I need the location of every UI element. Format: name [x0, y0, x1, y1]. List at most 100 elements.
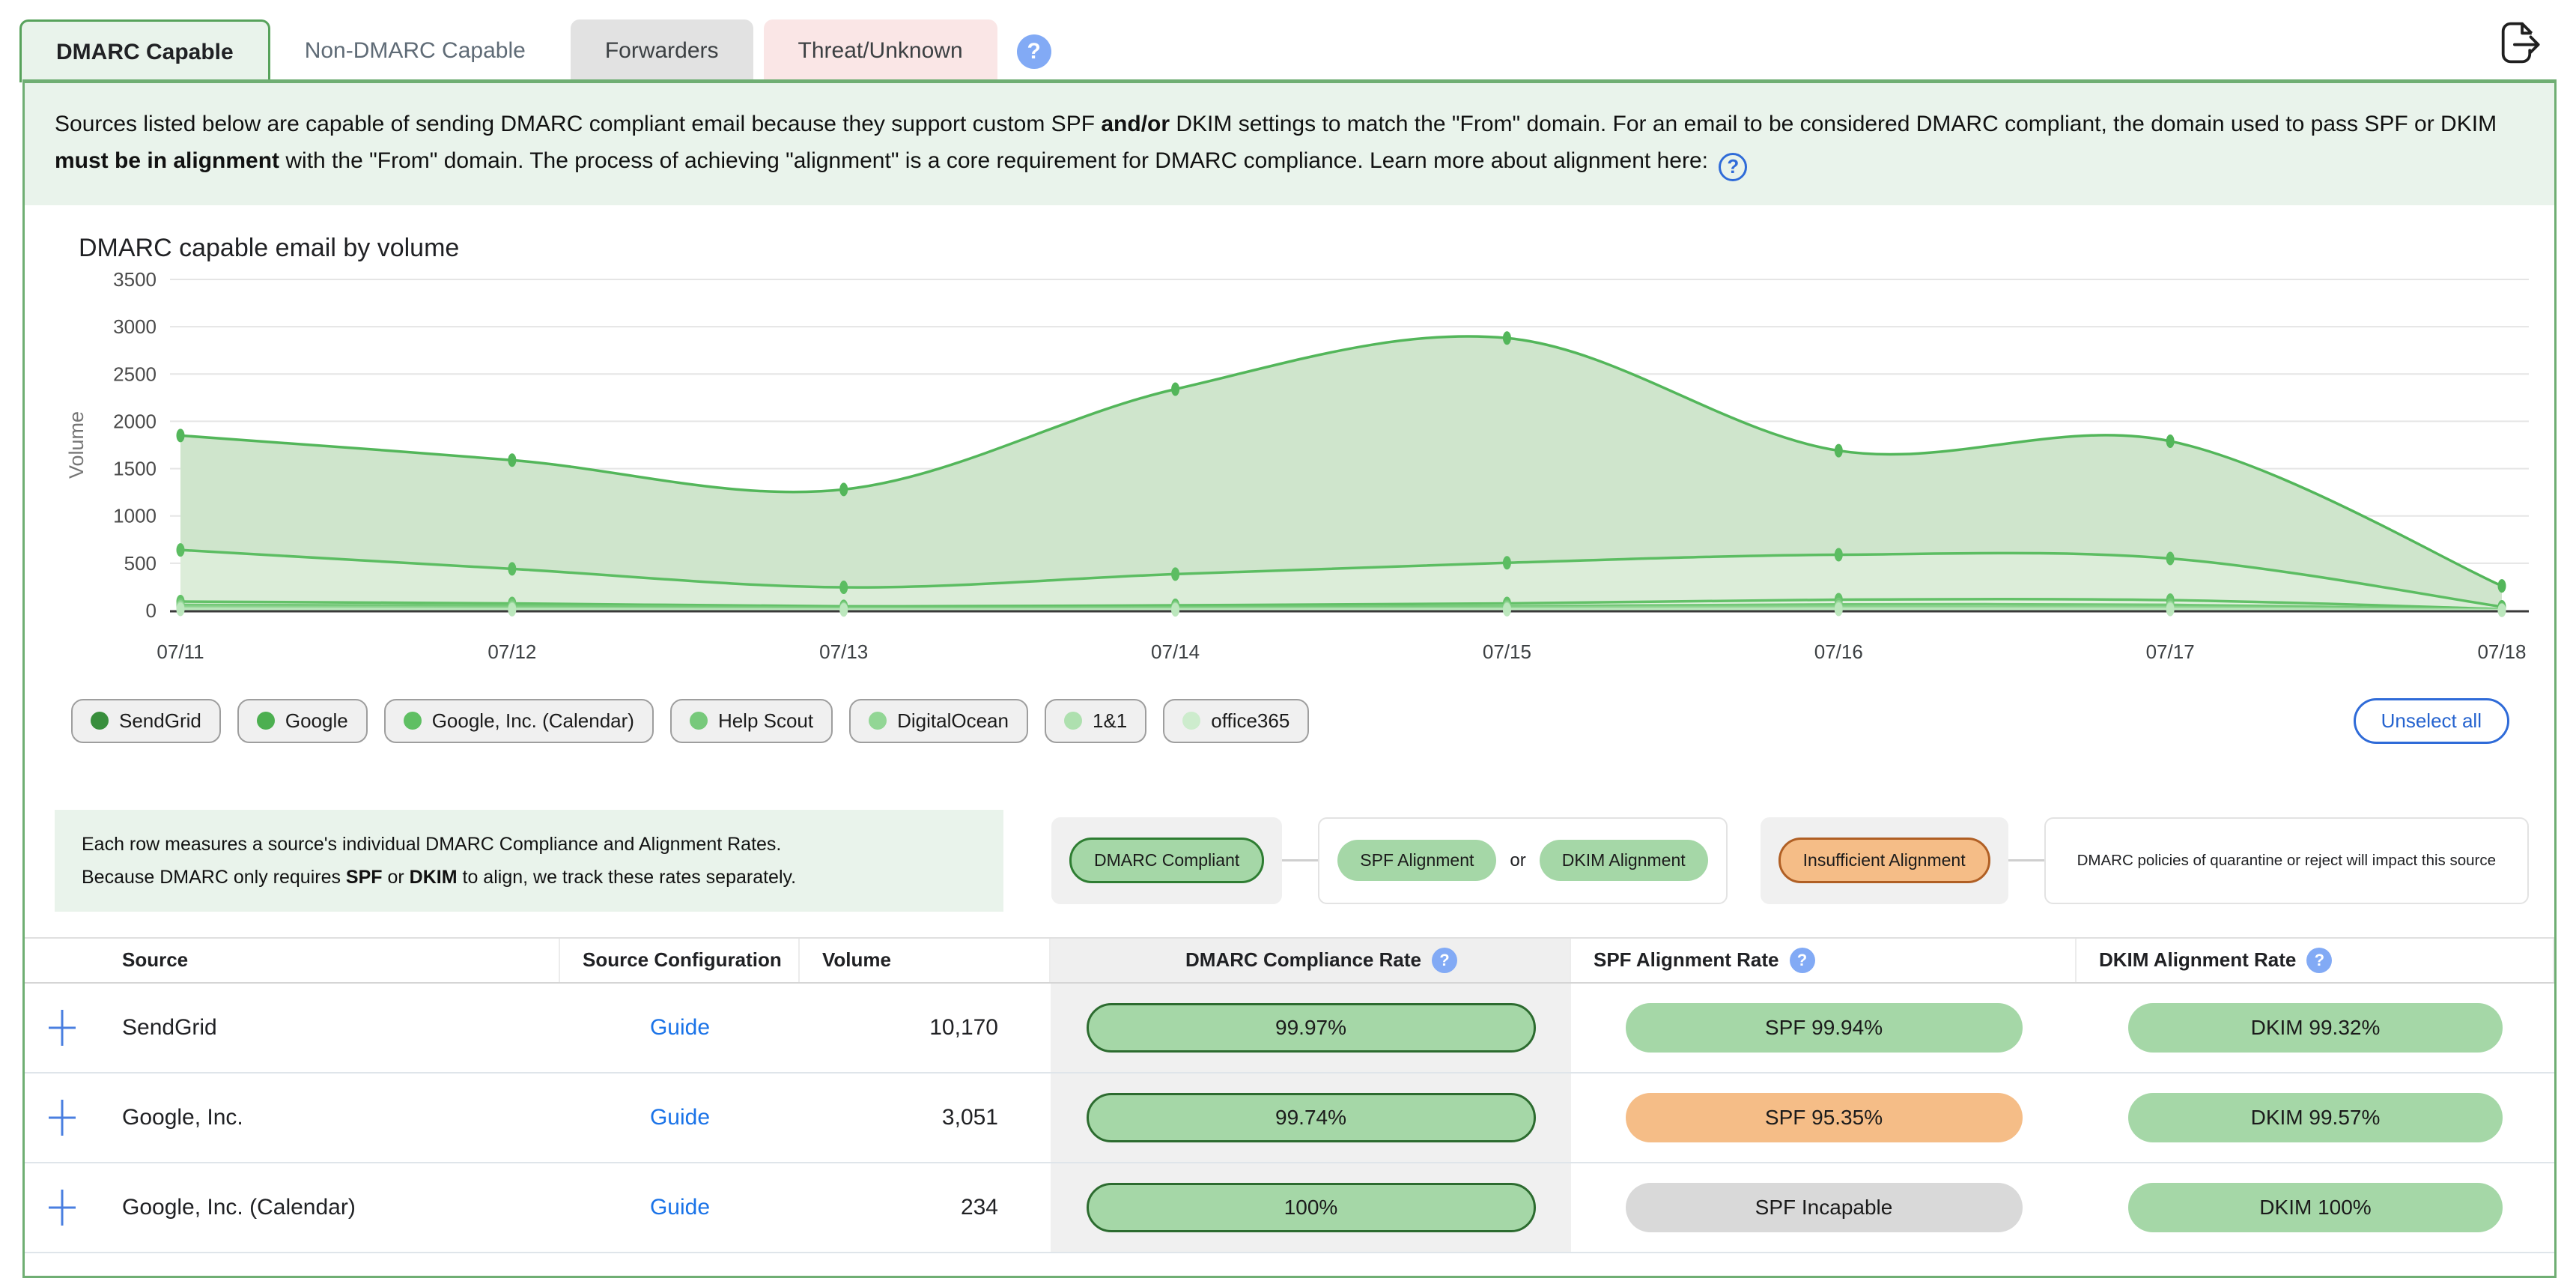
legend-chip-label: Help Scout: [717, 709, 814, 732]
intro-seg-bold: and/or: [1101, 112, 1170, 136]
volume-column-header: Volume: [800, 938, 1051, 982]
legend-chip-label: 1&1: [1092, 709, 1128, 732]
expand-cell: [25, 1073, 100, 1162]
spf-rate-cell: SPF Incapable: [1571, 1163, 2077, 1252]
legend-chip-label: DigitalOcean: [897, 709, 1009, 732]
dmarc-rate-column-header: DMARC Compliance Rate?: [1051, 938, 1571, 982]
tab-dmarc-capable[interactable]: DMARC Capable: [19, 19, 270, 82]
series-color-dot: [403, 712, 422, 730]
legend-box-insufficient: Insufficient Alignment: [1760, 817, 2008, 904]
legend-chip-label: Google, Inc. (Calendar): [431, 709, 634, 732]
or-label: or: [1510, 850, 1526, 870]
spf-rate-column-header: SPF Alignment Rate?: [1571, 938, 2077, 982]
impact-text: DMARC policies of quarantine or reject w…: [2077, 851, 2496, 869]
tab-threat-unknown[interactable]: Threat/Unknown: [763, 19, 997, 82]
dkim-rate-badge: DKIM 99.57%: [2128, 1092, 2503, 1142]
svg-text:07/15: 07/15: [1483, 640, 1531, 663]
legend-chip-1and1[interactable]: 1&1: [1044, 698, 1147, 743]
tab-forwarders[interactable]: Forwarders: [570, 19, 753, 82]
dkim-rate-cell: DKIM 100%: [2077, 1163, 2554, 1252]
sources-table: Source Source Configuration Volume DMARC…: [25, 936, 2554, 1253]
svg-text:3500: 3500: [113, 268, 157, 291]
source-name: Google, Inc. (Calendar): [122, 1194, 356, 1220]
expand-plus-icon[interactable]: [45, 1007, 79, 1049]
svg-text:1500: 1500: [113, 457, 157, 479]
source-name: Google, Inc.: [122, 1104, 243, 1130]
legend-box-compliant: DMARC Compliant: [1051, 817, 1283, 904]
svg-text:500: 500: [124, 551, 157, 574]
dmarc-rate-cell: 99.74%: [1051, 1073, 1571, 1162]
tab-bar: DMARC Capable Non-DMARC Capable Forwarde…: [0, 0, 2576, 82]
dmarc-rate-badge: 99.74%: [1086, 1092, 1536, 1142]
dmarc-compliant-badge: DMARC Compliant: [1069, 838, 1265, 883]
export-icon[interactable]: [2494, 18, 2543, 67]
svg-text:07/11: 07/11: [157, 640, 204, 663]
expand-column-header: [25, 939, 100, 982]
volume-cell: 10,170: [929, 1014, 998, 1040]
svg-text:2500: 2500: [113, 363, 157, 385]
tabs-help-icon[interactable]: ?: [1016, 34, 1051, 69]
legend-chip-label: Google: [285, 709, 348, 732]
dmarc-rate-badge: 100%: [1086, 1182, 1536, 1232]
legend-chip-label: office365: [1211, 709, 1290, 732]
table-note: Each row measures a source's individual …: [55, 809, 1003, 912]
series-color-dot: [869, 712, 887, 730]
series-color-dot: [91, 712, 109, 730]
guide-link[interactable]: Guide: [649, 1014, 711, 1040]
dmarc-rate-help-icon[interactable]: ?: [1431, 947, 1457, 973]
source-name: SendGrid: [122, 1014, 217, 1040]
svg-text:07/14: 07/14: [1151, 640, 1200, 663]
table-row: SendGrid Guide 10,170 99.97% SPF 99.94% …: [25, 983, 2554, 1073]
insufficient-alignment-badge: Insufficient Alignment: [1778, 838, 1990, 883]
alignment-help-icon[interactable]: ?: [1719, 152, 1748, 181]
volume-chart-area: 0 500 1000 1500 2000 2500 3000 3500 07/11 07/12 07…: [38, 267, 2554, 691]
tab-non-dmarc-capable[interactable]: Non-DMARC Capable: [270, 19, 560, 82]
legend-connector: [1282, 859, 1319, 861]
legend-chip-sendgrid[interactable]: SendGrid: [71, 698, 221, 743]
svg-text:1000: 1000: [113, 504, 157, 527]
svg-text:07/18: 07/18: [2477, 640, 2526, 663]
dkim-rate-badge: DKIM 99.32%: [2128, 1002, 2503, 1053]
svg-text:07/17: 07/17: [2146, 640, 2195, 663]
unselect-all-button[interactable]: Unselect all: [2353, 697, 2509, 744]
spf-alignment-badge: SPF Alignment: [1337, 840, 1497, 881]
series-color-dot: [256, 712, 275, 730]
volume-cell: 3,051: [941, 1104, 998, 1130]
dkim-rate-badge: DKIM 100%: [2128, 1182, 2503, 1232]
intro-seg: with the "From" domain. The process of a…: [279, 148, 1715, 173]
chart-title: DMARC capable email by volume: [79, 233, 460, 262]
rate-legend: DMARC Compliant SPF Alignment or DKIM Al…: [1051, 810, 2529, 912]
config-cell: Guide: [560, 1163, 800, 1252]
svg-text:3000: 3000: [113, 315, 157, 338]
svg-text:0: 0: [146, 599, 157, 622]
intro-text: Sources listed below are capable of send…: [25, 83, 2554, 205]
svg-text:07/12: 07/12: [487, 640, 536, 663]
legend-connector: [2008, 859, 2044, 861]
config-cell: Guide: [560, 984, 800, 1072]
dmarc-rate-cell: 100%: [1051, 1163, 1571, 1252]
legend-chip-digitalocean[interactable]: DigitalOcean: [849, 698, 1028, 743]
spf-rate-help-icon[interactable]: ?: [1789, 947, 1815, 973]
config-column-header: Source Configuration: [560, 938, 800, 982]
svg-text:07/16: 07/16: [1814, 640, 1863, 663]
dkim-rate-cell: DKIM 99.57%: [2077, 1073, 2554, 1162]
guide-link[interactable]: Guide: [649, 1104, 711, 1130]
table-row: Google, Inc. (Calendar) Guide 234 100% S…: [25, 1163, 2554, 1253]
legend-chip-google[interactable]: Google: [237, 698, 368, 743]
note-line-1: Each row measures a source's individual …: [82, 833, 782, 855]
legend-chip-office365[interactable]: office365: [1163, 698, 1310, 743]
intro-seg-bold: must be in alignment: [55, 148, 280, 173]
legend-chip-help-scout[interactable]: Help Scout: [669, 698, 833, 743]
svg-text:2000: 2000: [113, 410, 157, 432]
expand-cell: [25, 984, 100, 1072]
spf-rate-badge: SPF 95.35%: [1625, 1092, 2023, 1142]
source-column-header: Source: [100, 938, 560, 982]
legend-chip-google-calendar[interactable]: Google, Inc. (Calendar): [383, 698, 654, 743]
guide-link[interactable]: Guide: [649, 1194, 711, 1220]
dkim-rate-help-icon[interactable]: ?: [2306, 947, 2333, 973]
series-legend: SendGrid Google Google, Inc. (Calendar) …: [71, 697, 2509, 744]
expand-plus-icon[interactable]: [45, 1097, 79, 1139]
table-row: Google, Inc. Guide 3,051 99.74% SPF 95.3…: [25, 1073, 2554, 1163]
expand-plus-icon[interactable]: [45, 1187, 79, 1229]
expand-cell: [25, 1163, 100, 1252]
